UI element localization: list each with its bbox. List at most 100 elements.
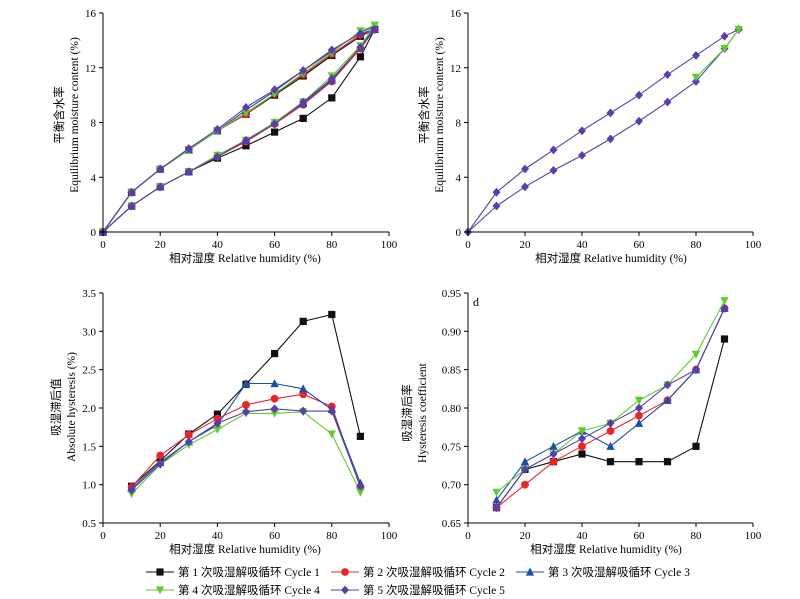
- data-point-cycle1: [635, 458, 643, 466]
- legend-label-cycle-2: 第 2 次吸湿解吸循环 Cycle 2: [363, 565, 505, 579]
- x-tick-label: 100: [745, 239, 762, 251]
- data-point-cycle5: [606, 108, 615, 118]
- series-cycle4: [98, 21, 379, 237]
- series-cycle5: [127, 404, 365, 495]
- panel-d-ylabel-en: Hysteresis coefficient: [417, 362, 429, 463]
- series-cycle2: [492, 304, 729, 512]
- series-line-cycle5-0: [467, 29, 740, 233]
- data-point-cycle1: [271, 128, 279, 136]
- data-point-cycle1: [663, 458, 672, 466]
- panel-a-moisture-content: 0 20 40 60 80 100 0 4 8 12 16 相对湿度 Relative humidi…: [52, 8, 398, 265]
- data-point-cycle5: [578, 150, 586, 160]
- panel-a-xlabel: 相对湿度 Relative humidity (%): [169, 251, 321, 265]
- data-point-cycle5: [184, 167, 193, 177]
- data-point-cycle2: [635, 411, 643, 420]
- panel-d-plot-area: [492, 297, 729, 513]
- data-point-cycle5: [635, 403, 643, 413]
- x-tick-label: 0: [465, 530, 471, 542]
- y-tick-label: 16: [85, 8, 97, 20]
- panel-d-axes: 0 20 40 60 80 100 0.65 0.70 0.75 0.80 0.85 0.90 0.95: [442, 288, 762, 542]
- data-point-cycle4: [577, 427, 587, 436]
- legend-swatch-cycle5: [331, 585, 359, 595]
- data-point-cycle5: [184, 144, 193, 153]
- data-point-cycle4: [270, 90, 279, 99]
- panel-c-plot-area: [127, 310, 365, 499]
- x-tick-label: 0: [100, 530, 106, 542]
- y-tick-label: 0.70: [442, 480, 462, 492]
- series-cycle2: [99, 25, 379, 236]
- y-tick-label: 0.75: [442, 441, 462, 453]
- panel-a-axes: 0 20 40 60 80 100 0 4 8 12 16: [85, 8, 398, 251]
- y-tick-label: 3.0: [82, 326, 96, 338]
- data-point-cycle2: [270, 394, 279, 403]
- data-point-cycle2: [606, 427, 615, 435]
- x-tick-label: 20: [520, 530, 532, 542]
- series-line-cycle5-1: [467, 28, 740, 233]
- x-tick-label: 40: [577, 239, 589, 251]
- data-point-cycle1: [271, 349, 279, 358]
- x-tick-label: 20: [520, 239, 532, 251]
- data-point-cycle1: [578, 450, 586, 458]
- legend-item-cycle-2: 第 2 次吸湿解吸循环 Cycle 2: [331, 565, 505, 579]
- series-line-cycle2-0: [496, 308, 725, 509]
- panel-b-ylabel-en: Equilibrium moisture content (%): [434, 37, 446, 193]
- data-point-cycle3: [549, 441, 558, 450]
- data-point-cycle4: [691, 350, 701, 359]
- data-point-cycle1: [692, 442, 700, 450]
- data-point-cycle4: [720, 44, 729, 53]
- x-tick-label: 40: [212, 239, 224, 251]
- y-tick-label: 4: [91, 172, 97, 184]
- data-point-cycle4: [270, 409, 279, 418]
- panel-d-tag: d: [473, 295, 479, 309]
- y-tick-label: 0: [456, 227, 462, 239]
- y-tick-label: 0.65: [442, 518, 462, 530]
- data-point-cycle5: [521, 464, 529, 474]
- x-tick-label: 80: [691, 530, 703, 542]
- data-point-cycle5: [606, 134, 615, 144]
- series-line-cycle3-0: [131, 382, 361, 489]
- legend-swatch-marker: [341, 585, 349, 595]
- y-tick-label: 0.90: [442, 326, 462, 338]
- x-tick-label: 0: [100, 239, 106, 251]
- data-point-cycle5: [663, 380, 672, 390]
- data-point-cycle5: [492, 503, 501, 513]
- legend-label-cycle-1: 第 1 次吸湿解吸循环 Cycle 1: [178, 565, 320, 579]
- y-tick-label: 0.85: [442, 365, 462, 377]
- panel-c-absolute-hysteresis: 0 20 40 60 80 100 0.5 1.0 1.5 2.0 2.5 3.0 3.5 相对湿度 R…: [50, 288, 398, 556]
- series-line-cycle3-0: [496, 308, 725, 501]
- x-tick-label: 0: [465, 239, 471, 251]
- panel-c-xlabel: 相对湿度 Relative humidity (%): [169, 542, 321, 556]
- data-point-cycle2: [156, 451, 165, 460]
- data-point-cycle5: [213, 152, 222, 162]
- data-point-cycle5: [606, 418, 615, 428]
- data-point-cycle5: [578, 434, 586, 444]
- y-tick-label: 3.5: [82, 288, 96, 300]
- x-tick-label: 100: [381, 239, 398, 251]
- panel-c-ylabel-cn: 吸湿滞后值: [50, 378, 63, 436]
- series-line-cycle5-0: [496, 308, 725, 509]
- data-point-cycle5: [270, 85, 279, 95]
- data-point-cycle4: [634, 396, 644, 405]
- data-point-cycle4: [734, 25, 743, 34]
- data-point-cycle3: [299, 384, 308, 393]
- legend-item-cycle-3: 第 3 次吸湿解吸循环 Cycle 3: [516, 565, 690, 579]
- legend-swatch-marker: [341, 568, 349, 576]
- data-point-cycle5: [327, 74, 336, 84]
- legend-label-cycle-4: 第 4 次吸湿解吸循环 Cycle 4: [178, 583, 320, 597]
- data-point-cycle4: [720, 297, 729, 306]
- data-point-cycle5: [242, 103, 250, 112]
- data-point-cycle1: [720, 335, 729, 343]
- data-point-cycle1: [606, 458, 615, 466]
- y-tick-label: 4: [456, 172, 462, 184]
- panel-a-ylabel-cn: 平衡含水率: [52, 86, 66, 144]
- data-point-cycle5: [720, 31, 729, 41]
- y-tick-label: 12: [450, 63, 461, 75]
- legend-label-cycle-5: 第 5 次吸湿解吸循环 Cycle 5: [363, 583, 505, 597]
- data-point-cycle3: [634, 418, 644, 427]
- data-point-cycle5: [720, 303, 729, 313]
- data-point-cycle1: [328, 310, 336, 319]
- data-point-cycle5: [549, 449, 558, 459]
- data-point-cycle4: [356, 488, 365, 497]
- legend-swatch-cycle4: [146, 586, 174, 595]
- data-point-cycle1: [213, 410, 221, 418]
